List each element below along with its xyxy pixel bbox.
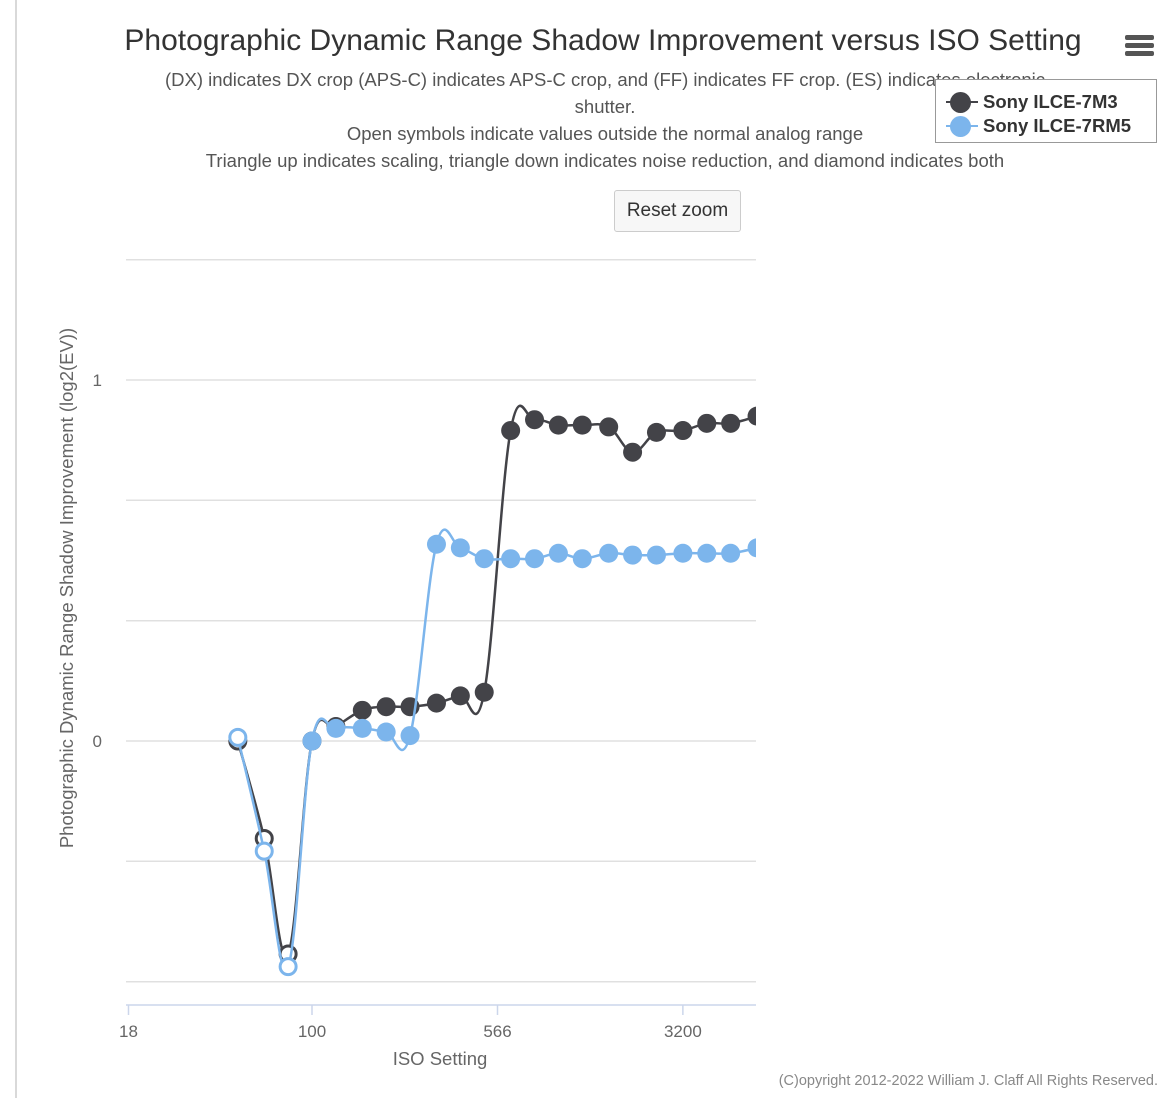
x-tick-label: 100 (298, 1022, 326, 1041)
data-point-series-1 (548, 543, 568, 563)
data-point-series-1 (278, 957, 298, 977)
data-point-series-1 (525, 549, 545, 569)
data-point-series-1 (352, 718, 372, 738)
data-point-series-0 (646, 422, 666, 442)
data-point-series-0 (501, 421, 521, 441)
legend-item-sony-ilce-7m3[interactable]: Sony ILCE-7M3 (936, 89, 1156, 115)
subtitle-line-3: Open symbols indicate values outside the… (346, 123, 864, 144)
data-point-series-1 (646, 545, 666, 565)
y-tick-label: 0 (93, 732, 102, 751)
legend: Sony ILCE-7M3 Sony ILCE-7RM5 (935, 79, 1157, 143)
x-axis-label: ISO Setting (392, 1048, 488, 1069)
data-point-series-0 (623, 442, 643, 462)
data-point-series-0 (572, 415, 592, 435)
data-point-series-0 (721, 413, 741, 433)
subtitle-line-2: shutter. (574, 96, 636, 117)
hamburger-menu-icon[interactable] (1120, 32, 1160, 66)
data-point-series-1 (254, 841, 274, 861)
data-point-series-0 (450, 686, 470, 706)
copyright-notice: (C)opyright 2012-2022 William J. Claff A… (778, 1073, 1158, 1089)
data-point-series-1 (302, 731, 322, 751)
x-tick-label: 3200 (664, 1022, 702, 1041)
series-line-0 (236, 404, 756, 958)
data-point-series-0 (673, 421, 693, 441)
data-point-series-1 (400, 726, 420, 746)
data-point-series-1 (572, 549, 592, 569)
legend-circle-icon (950, 116, 971, 137)
series-group (228, 404, 756, 977)
subtitle-line-4: Triangle up indicates scaling, triangle … (205, 150, 1005, 171)
data-point-series-1 (474, 549, 494, 569)
data-point-series-0 (525, 410, 545, 430)
legend-label: Sony ILCE-7RM5 (983, 115, 1132, 136)
data-point-series-0 (697, 413, 717, 433)
data-point-series-0 (376, 697, 396, 717)
legend-item-sony-ilce-7rm5[interactable]: Sony ILCE-7RM5 (936, 113, 1156, 139)
data-point-series-1 (450, 538, 470, 558)
data-point-series-1 (376, 722, 396, 742)
x-tick-label: 18 (119, 1022, 138, 1041)
data-point-series-0 (474, 682, 494, 702)
legend-label: Sony ILCE-7M3 (983, 91, 1118, 112)
data-point-series-1 (326, 718, 346, 738)
data-point-series-1 (501, 549, 521, 569)
data-point-series-1 (599, 543, 619, 563)
data-point-series-1 (623, 545, 643, 565)
reset-zoom-button[interactable]: Reset zoom (614, 190, 741, 232)
data-point-series-1 (721, 543, 741, 563)
data-point-series-1 (697, 543, 717, 563)
data-point-series-1 (228, 727, 248, 747)
data-point-series-0 (352, 700, 372, 720)
legend-circle-icon (950, 92, 971, 113)
subtitle-line-1: (DX) indicates DX crop (APS-C) indicates… (164, 69, 1046, 90)
chart-title: Photographic Dynamic Range Shadow Improv… (124, 24, 1082, 57)
left-border (15, 0, 17, 1098)
data-point-series-1 (673, 543, 693, 563)
data-point-series-0 (599, 417, 619, 437)
y-tick-label: 1 (93, 371, 102, 390)
x-tick-label: 566 (483, 1022, 511, 1041)
data-point-series-1 (747, 538, 756, 558)
data-point-series-1 (426, 534, 446, 554)
data-point-series-0 (426, 693, 446, 713)
data-point-series-0 (747, 406, 756, 426)
data-point-series-0 (548, 415, 568, 435)
